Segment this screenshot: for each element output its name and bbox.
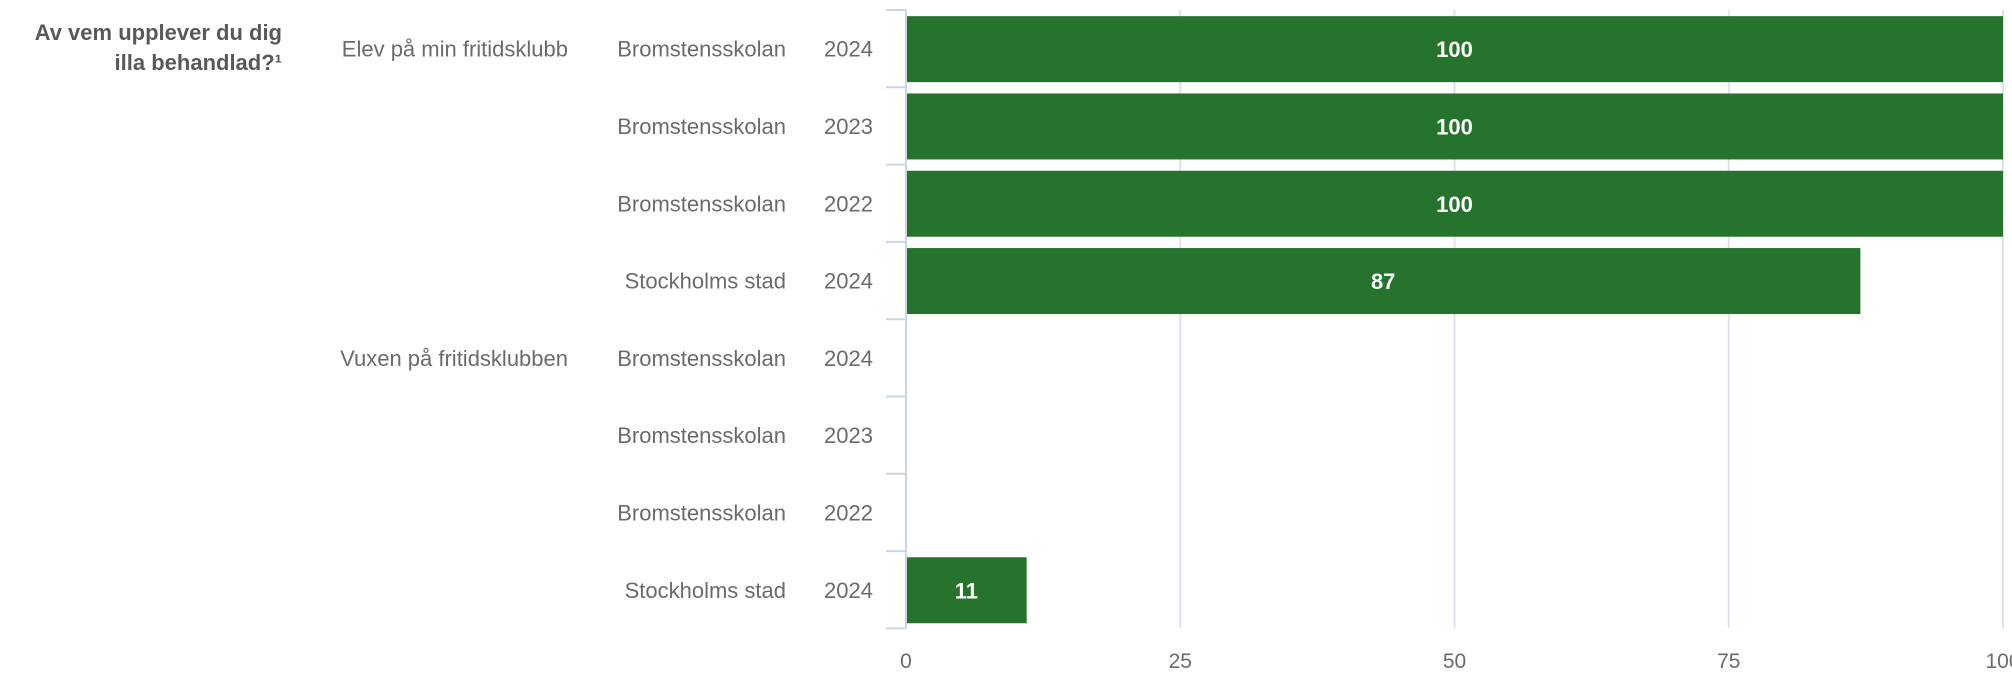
x-tick-label: 50 <box>1443 650 1466 673</box>
year-label: 2024 <box>824 578 873 603</box>
question-line-2: illa behandlad?¹ <box>115 50 282 75</box>
x-axis: 0 25 50 75 100 <box>886 9 2012 673</box>
group-label: Elev på min fritidsklubb <box>342 37 568 62</box>
category-label: Bromstensskolan <box>617 423 786 448</box>
x-tick-label: 25 <box>1169 650 1192 673</box>
year-label: 2024 <box>824 269 873 294</box>
group-label: Vuxen på fritidsklubben <box>340 346 568 371</box>
category-label: Bromstensskolan <box>617 37 786 62</box>
year-label: 2022 <box>824 500 873 525</box>
year-label: 2023 <box>824 114 873 139</box>
bar <box>907 93 2003 160</box>
year-label: 2024 <box>824 37 873 62</box>
category-label: Bromstensskolan <box>617 500 786 525</box>
year-label: 2023 <box>824 423 873 448</box>
bar-value-label: 87 <box>1371 269 1395 294</box>
bar-value-label: 100 <box>1436 192 1473 217</box>
bar <box>907 557 1027 624</box>
bars: 100 100 100 87 11 <box>907 16 2003 624</box>
bar-value-label: 100 <box>1436 37 1473 62</box>
year-label: 2022 <box>824 191 873 216</box>
question-line-1: Av vem upplever du dig <box>35 20 282 45</box>
bar-value-label: 11 <box>955 578 978 603</box>
x-tick-label: 100 <box>1985 650 2012 673</box>
bar <box>907 16 2003 83</box>
row-labels: Elev på min fritidsklubb Bromstensskolan 2… <box>340 37 873 603</box>
x-tick-label: 0 <box>900 650 912 673</box>
category-label: Bromstensskolan <box>617 191 786 216</box>
category-label: Stockholms stad <box>625 269 786 294</box>
bar <box>907 248 1861 315</box>
category-label: Stockholms stad <box>625 578 786 603</box>
year-label: 2024 <box>824 346 873 371</box>
category-label: Bromstensskolan <box>617 114 786 139</box>
bar-value-label: 100 <box>1436 114 1473 139</box>
x-tick-label: 75 <box>1717 650 1740 673</box>
category-label: Bromstensskolan <box>617 346 786 371</box>
bar <box>907 170 2003 237</box>
